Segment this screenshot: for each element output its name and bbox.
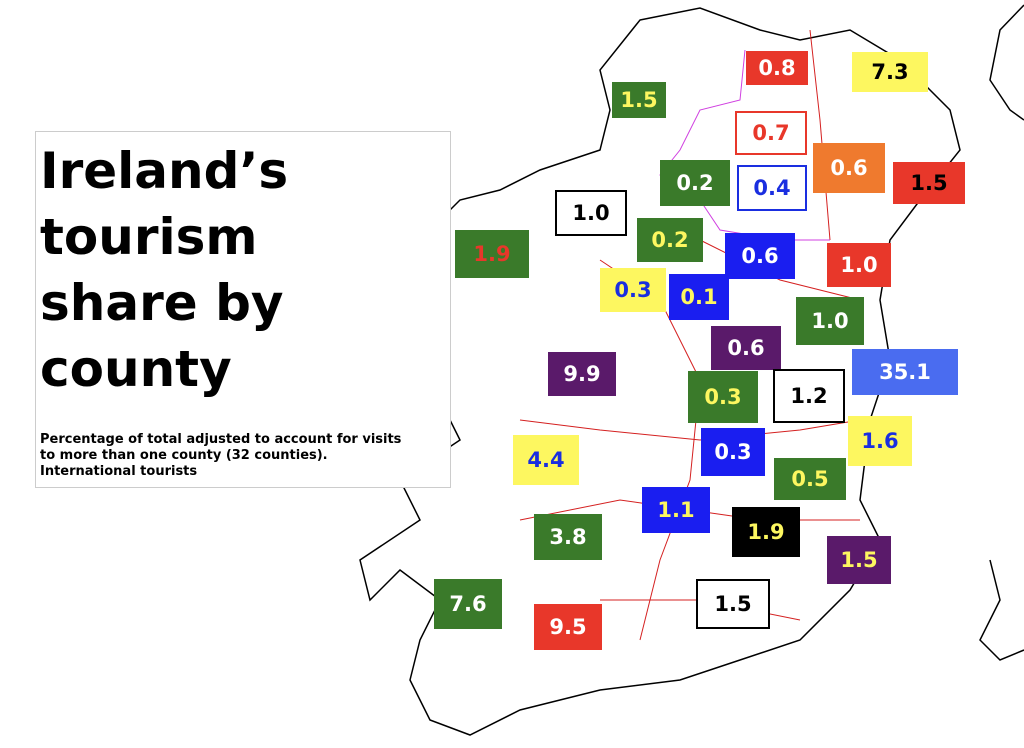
county-share: 1.6 <box>848 416 912 466</box>
title-line: tourism <box>40 208 258 266</box>
county-share: 0.3 <box>600 268 666 312</box>
county-share: 1.0 <box>827 243 891 287</box>
county-share: 1.2 <box>773 369 845 423</box>
title-line: share by <box>40 274 284 332</box>
county-share: 1.5 <box>893 162 965 204</box>
county-share: 0.2 <box>637 218 703 262</box>
county-share: 0.7 <box>735 111 807 155</box>
title-line: county <box>40 340 232 398</box>
county-share: 1.9 <box>455 230 529 278</box>
county-share: 7.6 <box>434 579 502 629</box>
county-share: 1.0 <box>555 190 627 236</box>
county-share: 0.6 <box>711 326 781 370</box>
county-share: 4.4 <box>513 435 579 485</box>
subtitle-line: International tourists <box>40 464 198 479</box>
county-share: 1.1 <box>642 487 710 533</box>
county-share: 0.4 <box>737 165 807 211</box>
county-share: 0.2 <box>660 160 730 206</box>
county-share: 1.9 <box>732 507 800 557</box>
title-card: Ireland’s tourism share by county Percentage… <box>35 131 451 488</box>
subtitle-line: Percentage of total adjusted to account … <box>40 432 402 447</box>
county-share: 35.1 <box>852 349 958 395</box>
county-share: 1.5 <box>827 536 891 584</box>
county-share: 7.3 <box>852 52 928 92</box>
county-share: 9.5 <box>534 604 602 650</box>
britain-coast <box>979 4 1024 661</box>
county-share: 0.8 <box>746 51 808 85</box>
county-share: 0.6 <box>813 143 885 193</box>
county-share: 0.5 <box>774 458 846 500</box>
title-line: Ireland’s <box>40 142 289 200</box>
county-share: 0.3 <box>701 428 765 476</box>
county-share: 1.0 <box>796 297 864 345</box>
county-share: 0.1 <box>669 274 729 320</box>
county-share: 9.9 <box>548 352 616 396</box>
subtitle-line: to more than one county (32 counties). <box>40 448 328 463</box>
county-share: 0.6 <box>725 233 795 279</box>
county-share: 1.5 <box>612 82 666 118</box>
county-share: 1.5 <box>696 579 770 629</box>
county-share: 0.3 <box>688 371 758 423</box>
county-share: 3.8 <box>534 514 602 560</box>
